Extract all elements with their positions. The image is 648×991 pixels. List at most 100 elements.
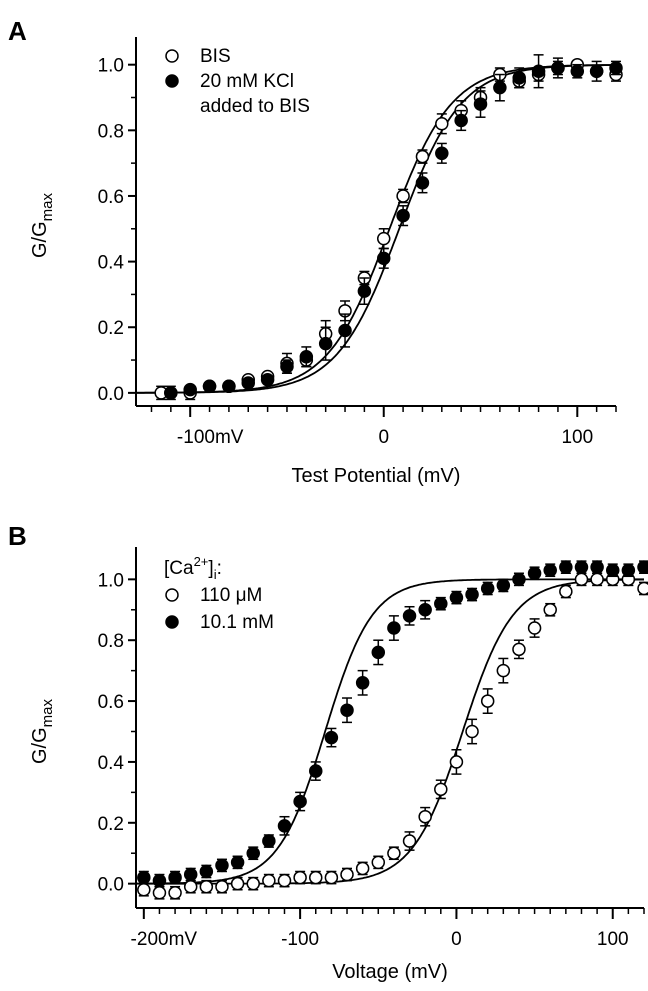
data-point: [277, 819, 292, 833]
data-point: [340, 867, 354, 882]
data-point: [137, 870, 151, 885]
data-point: [590, 560, 604, 574]
data-point: [637, 581, 648, 596]
data-point: [246, 876, 260, 891]
data-point: [387, 846, 401, 860]
chart-panel-B: B 0.0 0.2 0.4 0.6 0.8 1.0 -200mV -100 0 100 Voltage…: [8, 521, 648, 983]
y-tick-label: 0.2: [98, 814, 124, 835]
legend-label: 20 mM KCl: [200, 71, 294, 92]
data-point: [512, 71, 526, 85]
legend-marker: [165, 588, 179, 602]
data-point: [168, 870, 182, 885]
legend-marker: [165, 74, 179, 88]
data-point: [137, 882, 151, 897]
data-point: [473, 97, 488, 111]
data-point: [574, 560, 589, 574]
legend-label: 110 μM: [200, 585, 262, 606]
data-point: [435, 146, 449, 161]
data-point: [164, 386, 178, 400]
data-point: [309, 870, 323, 885]
y-tick-label: 0.6: [98, 187, 124, 208]
y-axis-title-sub: max: [39, 192, 56, 221]
data-point: [183, 867, 198, 882]
data-point: [559, 584, 573, 599]
data-point: [454, 113, 468, 128]
x-tick-label: 100: [561, 427, 593, 448]
data-point: [418, 603, 432, 617]
data-point: [262, 873, 276, 888]
data-point: [605, 563, 620, 577]
data-point: [241, 376, 256, 390]
data-point: [396, 189, 410, 203]
data-point: [609, 61, 623, 75]
data-point: [402, 834, 417, 848]
legend-label: 10.1 mM: [200, 612, 274, 633]
data-point: [299, 350, 314, 364]
data-point: [293, 870, 307, 885]
data-point: [415, 176, 430, 190]
data-point: [152, 873, 167, 888]
y-tick-label: 0.8: [98, 121, 124, 142]
y-tick-label: 0.0: [98, 384, 124, 405]
series-0: [137, 572, 648, 900]
data-point: [277, 873, 292, 888]
y-tick-label: 0.4: [98, 253, 125, 274]
data-point: [589, 64, 604, 79]
data-point: [543, 563, 557, 577]
data-point: [449, 590, 464, 605]
x-tick-label: -100: [281, 929, 319, 950]
data-point: [260, 372, 275, 387]
y-tick-label: 1.0: [98, 570, 124, 591]
data-point: [434, 782, 448, 797]
x-tick-label: 0: [378, 427, 389, 448]
data-point: [262, 834, 276, 848]
data-point: [543, 603, 557, 617]
data-point: [512, 642, 526, 657]
x-axis-title: Test Potential (mV): [292, 465, 461, 487]
data-point: [402, 609, 417, 623]
data-point: [465, 724, 479, 739]
data-point: [230, 855, 245, 870]
data-point: [465, 587, 479, 602]
data-point: [371, 645, 386, 660]
data-point: [376, 231, 391, 246]
data-point: [496, 663, 511, 678]
y-tick-label: 0.4: [98, 753, 125, 774]
legend-title: [Ca2+]i:: [164, 554, 222, 582]
data-point: [387, 621, 401, 635]
data-point: [230, 876, 245, 891]
data-point: [418, 809, 432, 824]
y-axis-title-main: G/G: [29, 727, 51, 764]
data-point: [434, 596, 448, 611]
data-point: [280, 359, 294, 374]
y-axis-title-sub: max: [39, 698, 56, 727]
panel-label: A: [8, 16, 27, 46]
data-point: [199, 864, 214, 879]
panel-label: B: [8, 521, 27, 551]
x-tick-label: 100: [597, 929, 629, 950]
data-point: [152, 886, 167, 900]
x-tick-label: -200mV: [131, 929, 198, 950]
data-point: [324, 730, 339, 745]
data-point: [531, 64, 546, 79]
chart-panel-A: A 0.0 0.2 0.4 0.6 0.8 1.0 -100mV 0 100 Test Potent…: [8, 16, 623, 487]
legend: [Ca2+]i: 110 μM 10.1 mM: [164, 554, 274, 633]
data-point: [246, 846, 260, 860]
legend: BIS 20 mM KCl added to BIS: [165, 46, 310, 117]
data-point: [493, 80, 507, 95]
data-point: [202, 379, 217, 394]
data-point: [637, 560, 648, 574]
data-point: [199, 879, 214, 894]
y-axis-title-main: G/G: [29, 221, 51, 258]
series-1: [137, 560, 648, 888]
data-point: [435, 117, 449, 131]
data-point: [340, 703, 354, 717]
data-point: [376, 251, 391, 266]
data-point: [480, 694, 495, 708]
data-point: [215, 879, 229, 894]
y-tick-label: 0.6: [98, 692, 124, 713]
data-point: [590, 572, 604, 587]
data-point: [183, 382, 197, 397]
data-point: [222, 379, 236, 394]
